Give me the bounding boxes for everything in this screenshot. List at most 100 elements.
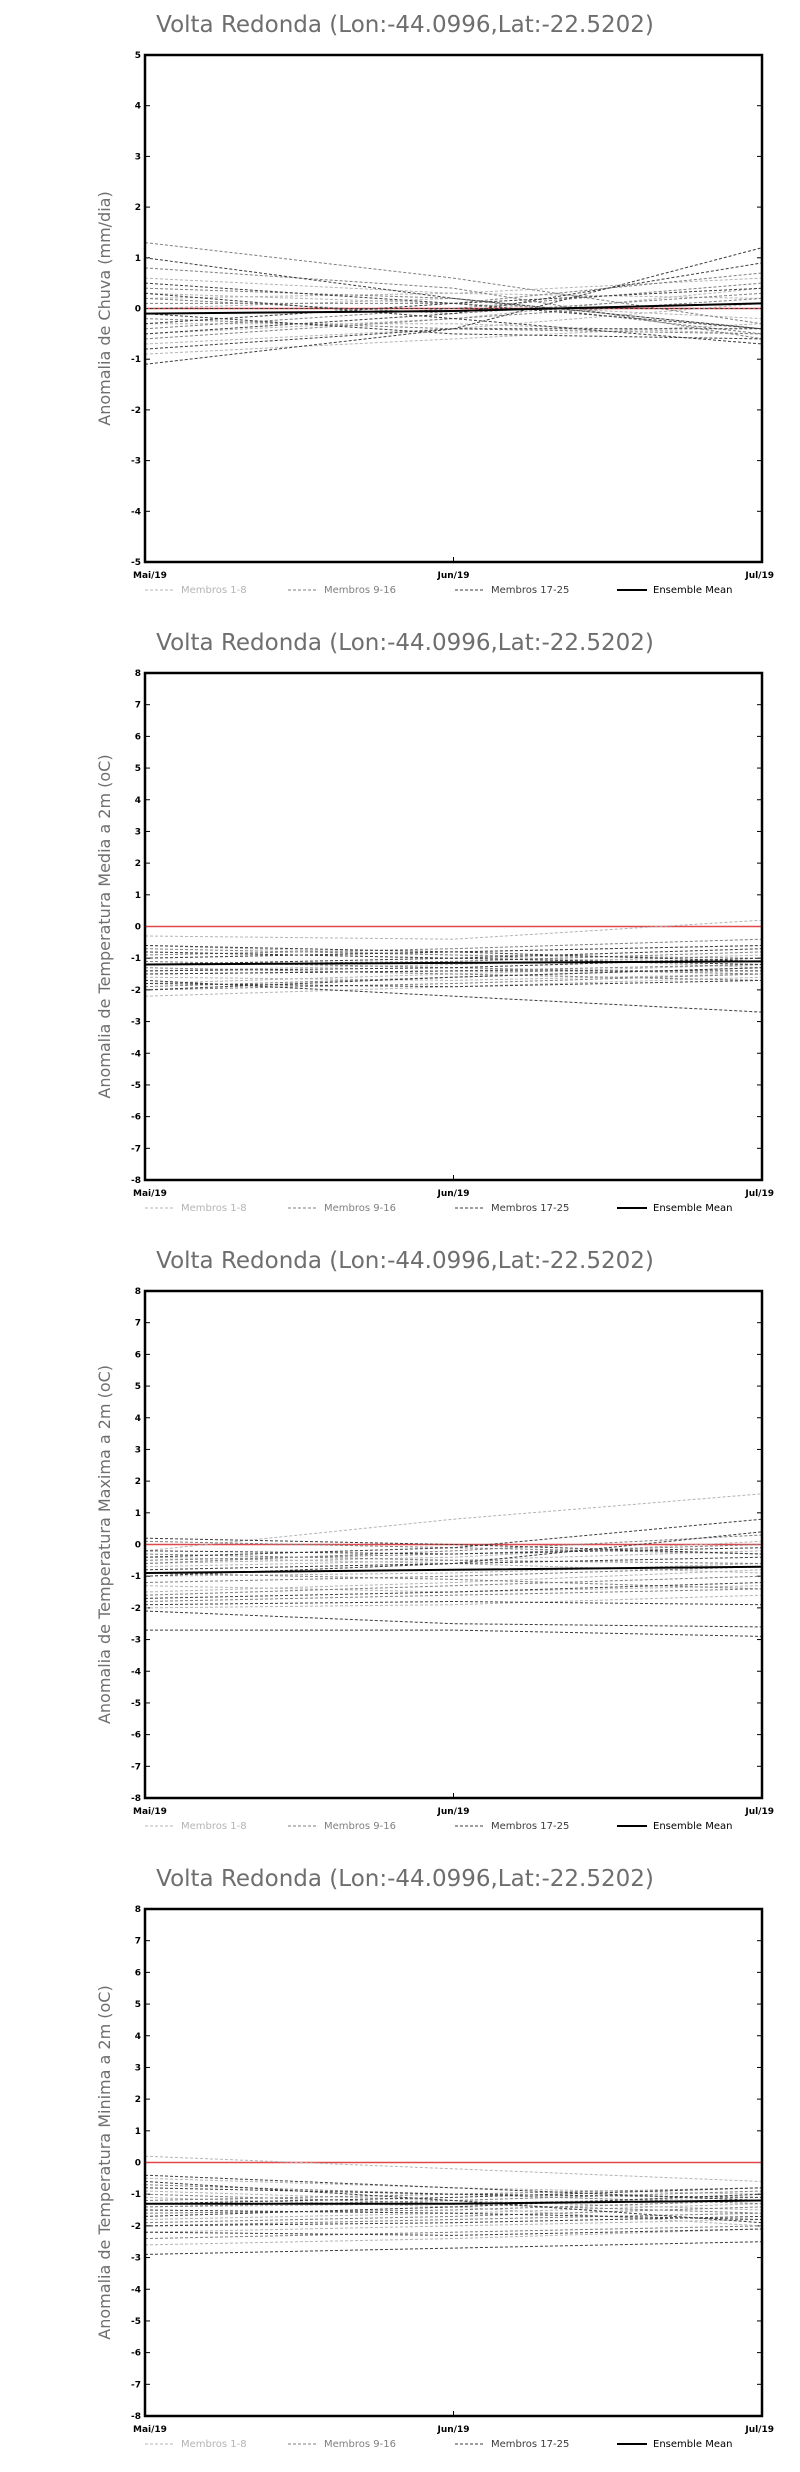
member-line (144, 302, 763, 345)
y-tick-label: 5 (135, 2000, 141, 2010)
member-line (144, 1569, 763, 1593)
member-line (144, 2215, 763, 2227)
y-tick-label: -1 (131, 355, 141, 365)
member-line (144, 1588, 763, 1602)
ensemble-mean-line (144, 960, 763, 966)
member-line (144, 287, 763, 335)
y-tick-label: 0 (135, 305, 141, 315)
y-tick-label: 3 (135, 152, 141, 162)
member-line (144, 257, 763, 330)
y-tick-label: 5 (135, 764, 141, 774)
member-line (144, 282, 763, 330)
y-tick-label: 8 (135, 669, 141, 679)
y-tick-label: -3 (131, 1018, 141, 1028)
y-tick-label: -1 (131, 1572, 141, 1582)
member-line (144, 2190, 763, 2211)
member-line (144, 2187, 763, 2201)
member-line (144, 1585, 763, 1593)
legend-label: Membros 17-25 (491, 2439, 569, 2450)
y-axis-label: Anomalia de Temperatura Media a 2m (oC) (95, 754, 114, 1098)
y-tick-label: 4 (135, 796, 141, 806)
y-tick-label: -4 (131, 1049, 141, 1059)
member-line (145, 272, 763, 304)
y-tick-label: -2 (131, 406, 141, 416)
chart-panel-3: Volta Redonda (Lon:-44.0996,Lat:-22.5202… (95, 1248, 774, 1832)
member-line (144, 1600, 763, 1606)
member-line (144, 287, 763, 335)
member-line (144, 2209, 763, 2220)
legend-label: Membros 17-25 (491, 1203, 569, 1214)
x-tick-label: Jul/19 (744, 1189, 774, 1199)
y-tick-label: 6 (135, 732, 141, 742)
member-line (144, 2174, 763, 2201)
y-tick-label: -4 (131, 1667, 141, 1677)
y-tick-label: 2 (135, 203, 141, 213)
member-line (144, 979, 763, 988)
member-line (144, 1493, 763, 1552)
y-tick-label: 7 (135, 701, 141, 711)
legend-label: Membros 17-25 (491, 585, 569, 596)
member-line (144, 2190, 763, 2208)
member-line (144, 951, 763, 965)
plot-frame (143, 53, 764, 564)
x-tick-label: Mai/19 (133, 571, 167, 581)
y-tick-label: -5 (131, 2317, 141, 2327)
member-line (144, 948, 763, 965)
member-line (144, 948, 763, 959)
member-line (144, 2187, 763, 2198)
legend-label: Membros 9-16 (324, 2439, 396, 2450)
x-tick-label: Mai/19 (133, 2425, 167, 2435)
y-axis-label: Anomalia de Temperatura Minima a 2m (oC) (95, 1985, 114, 2339)
member-line (144, 2219, 763, 2233)
y-tick-label: -6 (131, 1731, 141, 1741)
member-line (144, 247, 763, 365)
member-line (144, 973, 763, 991)
y-tick-label: 7 (135, 1319, 141, 1329)
member-line (144, 945, 763, 959)
y-tick-label: -2 (131, 1604, 141, 1614)
y-tick-label: 0 (135, 2159, 141, 2169)
y-tick-label: 8 (135, 1905, 141, 1915)
member-line (144, 2228, 763, 2246)
y-tick-label: 1 (135, 254, 141, 264)
x-tick-label: Jul/19 (744, 571, 774, 581)
chart-title: Volta Redonda (Lon:-44.0996,Lat:-22.5202… (156, 12, 654, 38)
member-line (144, 1518, 763, 1558)
y-tick-label: -6 (131, 1113, 141, 1123)
x-tick-label: Jul/19 (744, 2425, 774, 2435)
member-line (144, 1582, 763, 1599)
y-tick-label: 6 (135, 1968, 141, 1978)
y-tick-label: 2 (135, 2095, 141, 2105)
y-tick-label: -4 (131, 2285, 141, 2295)
y-tick-label: 3 (135, 827, 141, 837)
member-line (144, 1540, 763, 1564)
member-line (144, 323, 763, 355)
member-line (144, 957, 763, 972)
y-tick-label: 2 (135, 1477, 141, 1487)
member-line (144, 2177, 763, 2195)
member-line (144, 2203, 763, 2220)
member-line (145, 1629, 763, 1637)
y-tick-label: -7 (131, 2380, 141, 2390)
y-tick-label: -2 (131, 986, 141, 996)
member-line (144, 1534, 763, 1564)
x-tick-label: Jun/19 (437, 2425, 470, 2435)
member-line (144, 2196, 763, 2208)
member-line (144, 1572, 763, 1590)
legend-label: Membros 9-16 (324, 1821, 396, 1832)
member-line (144, 292, 763, 345)
y-tick-label: 5 (135, 1382, 141, 1392)
y-tick-label: -1 (131, 2190, 141, 2200)
x-tick-label: Mai/19 (133, 1807, 167, 1817)
legend-label: Membros 1-8 (181, 1821, 247, 1832)
y-tick-label: 4 (135, 102, 141, 112)
y-axis-label: Anomalia de Chuva (mm/dia) (95, 191, 114, 425)
member-line (144, 277, 763, 299)
member-line (144, 976, 763, 997)
member-line (144, 318, 763, 335)
y-tick-label: 1 (135, 891, 141, 901)
member-line (144, 2196, 763, 2227)
member-line (144, 945, 763, 962)
x-tick-label: Mai/19 (133, 1189, 167, 1199)
member-line (144, 2184, 763, 2205)
